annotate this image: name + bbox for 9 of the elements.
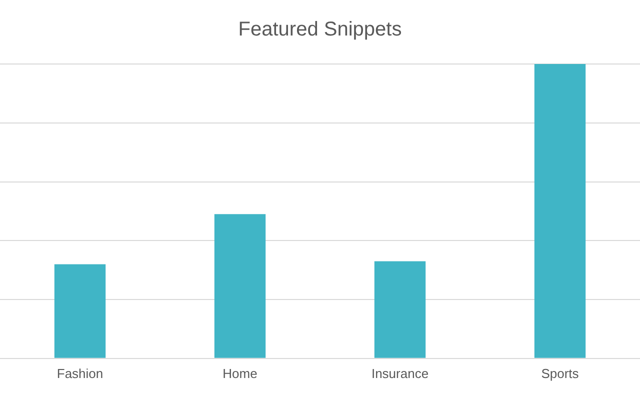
x-tick-label: Insurance (371, 366, 429, 381)
x-tick-label: Fashion (56, 366, 104, 381)
bar (374, 261, 426, 358)
bar (534, 64, 586, 358)
x-tick-label: Sports (541, 366, 580, 381)
x-tick-label: Home (222, 366, 258, 381)
bar (54, 264, 106, 358)
chart-title: Featured Snippets (238, 18, 402, 41)
bar (214, 214, 266, 358)
